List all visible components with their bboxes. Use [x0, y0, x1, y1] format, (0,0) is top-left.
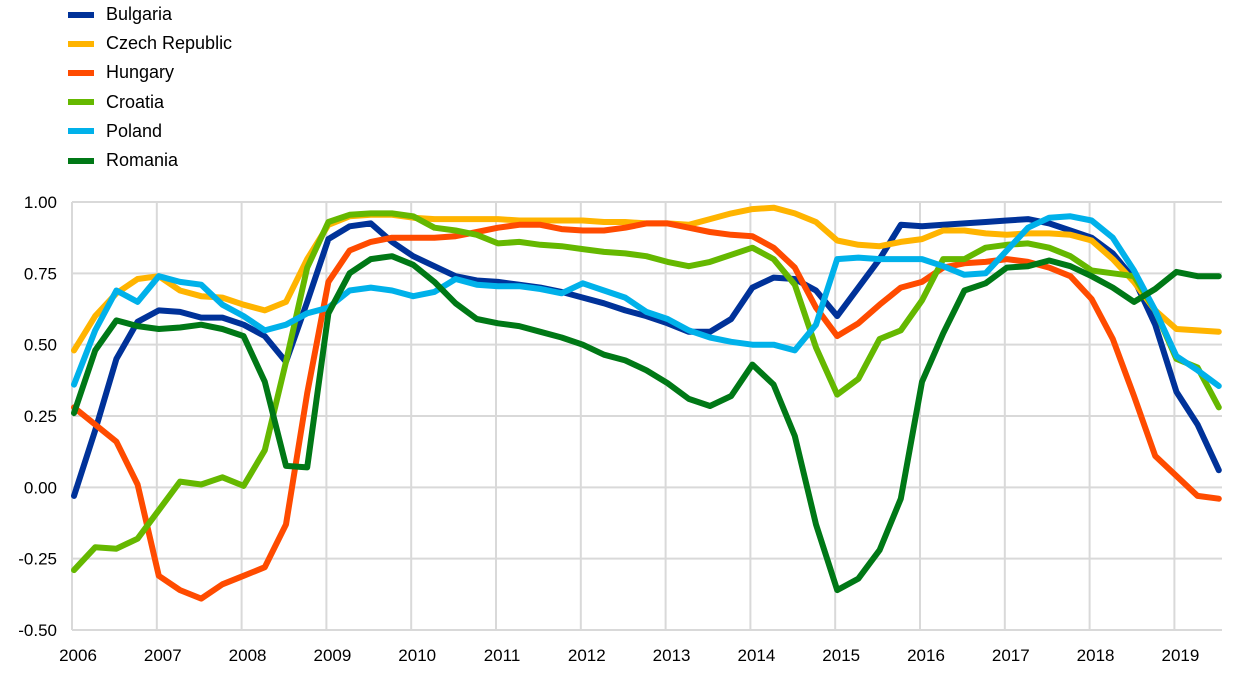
legend-item: Poland: [68, 117, 328, 146]
y-tick-label: 1.00: [24, 193, 57, 212]
legend-item: Croatia: [68, 88, 328, 117]
x-tick-label: 2008: [229, 646, 267, 665]
x-tick-label: 2010: [398, 646, 436, 665]
y-tick-label: 0.25: [24, 407, 57, 426]
x-tick-label: 2013: [653, 646, 691, 665]
x-tick-label: 2019: [1161, 646, 1199, 665]
legend-item: Romania: [68, 146, 328, 175]
legend-item: Hungary: [68, 58, 328, 87]
legend-swatch: [68, 128, 94, 135]
legend-swatch: [68, 40, 94, 47]
legend-swatch: [68, 11, 94, 18]
legend-swatch: [68, 157, 94, 164]
series-line-bulgaria: [71, 216, 1222, 499]
legend-item: Czech Republic: [68, 29, 328, 58]
legend-label: Croatia: [106, 91, 165, 112]
x-tick-label: 2007: [144, 646, 182, 665]
legend-label: Romania: [106, 150, 179, 170]
legend-label: Bulgaria: [106, 4, 173, 24]
y-tick-label: 0.50: [24, 336, 57, 355]
y-tick-label: 0.75: [24, 264, 57, 283]
legend-label: Czech Republic: [106, 33, 233, 54]
x-tick-label: 2017: [992, 646, 1030, 665]
legend-item: Bulgaria: [68, 0, 328, 29]
x-tick-label: 2015: [822, 646, 860, 665]
series-line-poland: [71, 213, 1222, 389]
x-tick-label: 2012: [568, 646, 606, 665]
series-line-croatia: [71, 210, 1222, 574]
legend-label: Hungary: [106, 62, 175, 83]
x-tick-label: 2016: [907, 646, 945, 665]
x-tick-label: 2011: [484, 646, 521, 665]
y-tick-label: -0.25: [18, 550, 57, 569]
y-tick-label: -0.50: [18, 621, 57, 640]
series-line-romania: [71, 253, 1222, 594]
series-line-hungary: [71, 220, 1222, 602]
x-tick-label: 2014: [737, 646, 775, 665]
x-tick-label: 2018: [1077, 646, 1115, 665]
y-tick-label: 0.00: [24, 478, 57, 497]
legend-swatch: [68, 99, 94, 106]
legend-label: Poland: [106, 120, 163, 141]
legend-swatch: [68, 69, 94, 76]
x-tick-label: 2009: [313, 646, 351, 665]
x-tick-label: 2006: [59, 646, 97, 665]
